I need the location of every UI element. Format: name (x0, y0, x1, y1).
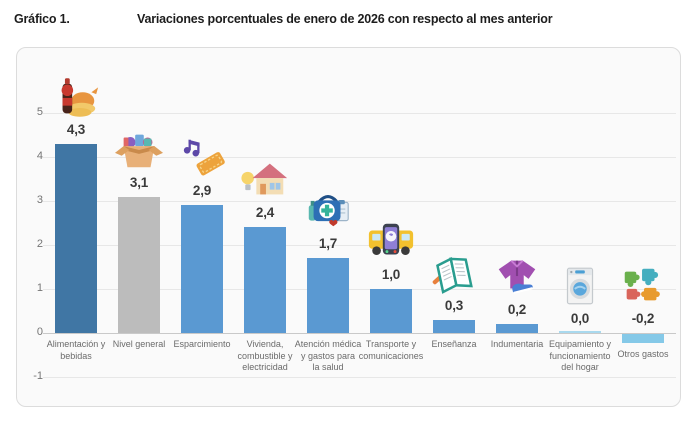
gridline-y3 (43, 201, 676, 202)
bar (370, 289, 412, 333)
bar-value-label: -0,2 (631, 311, 655, 326)
y-axis-tick-label: -1 (33, 370, 43, 382)
housing-utilities-icon (239, 159, 291, 201)
bar-category-label: Esparcimiento (173, 339, 231, 349)
gridline-y2 (43, 245, 676, 246)
gridline-y-1 (43, 377, 676, 378)
clothing-icon (491, 256, 543, 298)
bar-category-label: Indumentaria (490, 339, 544, 349)
bar-value-label: 2,4 (255, 205, 275, 221)
gridline-y0 (43, 333, 676, 334)
gridline-y5 (43, 113, 676, 114)
y-axis-tick-label: 4 (36, 150, 43, 162)
bar-value-label: 1,0 (381, 267, 401, 282)
bar-value-label: 0,2 (507, 302, 527, 318)
bar (181, 205, 223, 333)
bar-category-label: Equipamiento y funcionamiento del hogar (548, 339, 612, 373)
transport-communications-icon (365, 221, 417, 263)
bar-category-label: Atención médica y gastos para la salud (294, 339, 362, 373)
y-axis-tick-label: 3 (36, 194, 43, 206)
bar-category-label: Enseñanza (431, 339, 477, 349)
bar-value-label: 2,9 (192, 183, 212, 199)
chart-header: Gráfico 1. Variaciones porcentuales de e… (0, 0, 700, 46)
y-axis-tick-label: 0 (36, 326, 43, 338)
chart-card: 5 4 3 2 1 0 -1 4,3 Alimentación y bebidas 3,1 Ni… (16, 47, 681, 407)
bar-category-label: Alimentación y bebidas (46, 339, 106, 361)
bar (559, 331, 601, 333)
food-drink-icon (50, 76, 102, 118)
bar-category-label: Transporte y comunicaciones (358, 339, 424, 361)
home-equipment-icon (554, 265, 606, 307)
bar-category-label: Nivel general (112, 339, 166, 349)
bar-value-label: 1,7 (318, 236, 338, 252)
gridline-y1 (43, 289, 676, 290)
y-axis-tick-label: 1 (36, 282, 43, 294)
bar (433, 319, 475, 333)
gridline-y4 (43, 157, 676, 158)
figure-title: Variaciones porcentuales de enero de 202… (137, 12, 553, 26)
y-axis-tick-label: 5 (36, 106, 43, 118)
education-book-icon (428, 252, 480, 294)
bar (118, 196, 160, 333)
bar (244, 227, 286, 333)
bar-category-label: Vivienda, combustible y electricidad (237, 339, 293, 373)
bar-value-label: 0,3 (444, 297, 464, 313)
other-expenses-puzzle-icon (617, 265, 669, 307)
healthcare-icon (302, 190, 354, 232)
figure-label: Gráfico 1. (14, 12, 70, 26)
bar-chart-plot: 5 4 3 2 1 0 -1 4,3 Alimentación y bebidas 3,1 Ni… (17, 48, 680, 406)
entertainment-ticket-icon (176, 137, 228, 179)
general-level-box-icon (113, 129, 165, 171)
bar (307, 258, 349, 333)
y-axis-tick-label: 2 (36, 238, 43, 250)
bar (622, 334, 664, 343)
bar-value-label: 4,3 (66, 121, 86, 137)
bar (55, 143, 97, 333)
bar-value-label: 0,0 (570, 311, 590, 326)
bar (496, 324, 538, 333)
bar-category-label: Otros gastos (617, 348, 669, 359)
bar-value-label: 3,1 (129, 174, 149, 190)
